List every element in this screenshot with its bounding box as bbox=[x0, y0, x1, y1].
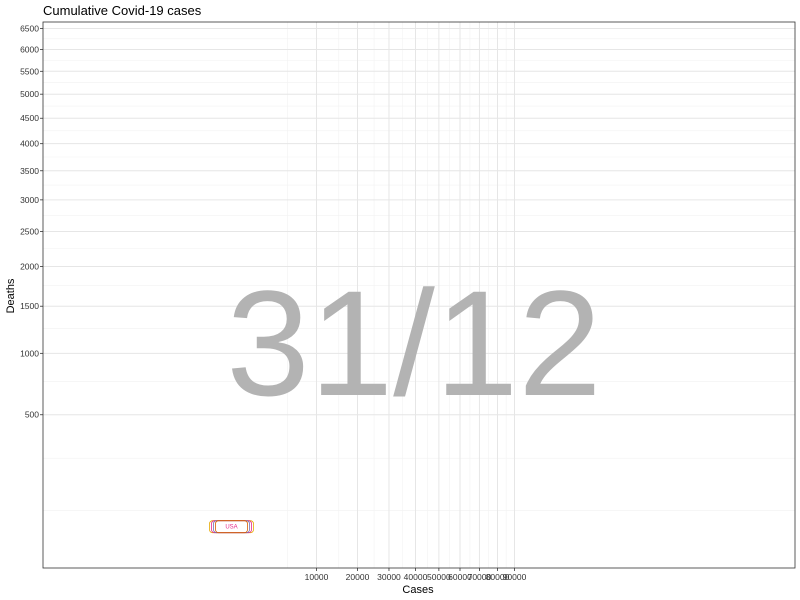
y-tick-label: 6000 bbox=[20, 44, 39, 54]
x-tick-label: 30000 bbox=[377, 572, 401, 582]
y-tick-label: 1500 bbox=[20, 301, 39, 311]
x-tick-label: 90000 bbox=[503, 572, 527, 582]
x-tick-label: 10000 bbox=[305, 572, 329, 582]
x-tick-label: 80000 bbox=[486, 572, 510, 582]
y-tick-label: 3000 bbox=[20, 195, 39, 205]
x-tick-label: 40000 bbox=[404, 572, 428, 582]
y-tick-label: 1000 bbox=[20, 348, 39, 358]
y-tick-label: 3500 bbox=[20, 166, 39, 176]
frame-label: 31/12 bbox=[226, 259, 601, 427]
y-axis-title: Deaths bbox=[5, 278, 17, 313]
y-tick-label: 2000 bbox=[20, 261, 39, 271]
y-tick-label: 5500 bbox=[20, 66, 39, 76]
chart-title: Cumulative Covid-19 cases bbox=[43, 3, 202, 18]
y-tick-label: 4500 bbox=[20, 113, 39, 123]
y-tick-label: 500 bbox=[25, 410, 39, 420]
label-box bbox=[215, 520, 248, 534]
x-tick-label: 20000 bbox=[346, 572, 370, 582]
y-tick-label: 6500 bbox=[20, 23, 39, 33]
y-tick-label: 2500 bbox=[20, 227, 39, 237]
point-label-usa: USA bbox=[209, 520, 254, 534]
y-tick-label: 5000 bbox=[20, 89, 39, 99]
axis-ticks: 10000 20000 30000 40000 50000600007000080000… bbox=[20, 23, 527, 582]
x-tick-label: 70000 bbox=[468, 572, 492, 582]
x-axis-title: Cases bbox=[402, 584, 434, 596]
x-tick-label: 50000 bbox=[427, 572, 451, 582]
y-tick-label: 4000 bbox=[20, 139, 39, 149]
x-tick-label: 60000 bbox=[448, 572, 472, 582]
point-label-text: USA bbox=[225, 525, 237, 531]
grid bbox=[43, 22, 795, 568]
plot-panel-border bbox=[42, 21, 796, 569]
data-points: USA bbox=[209, 520, 254, 534]
